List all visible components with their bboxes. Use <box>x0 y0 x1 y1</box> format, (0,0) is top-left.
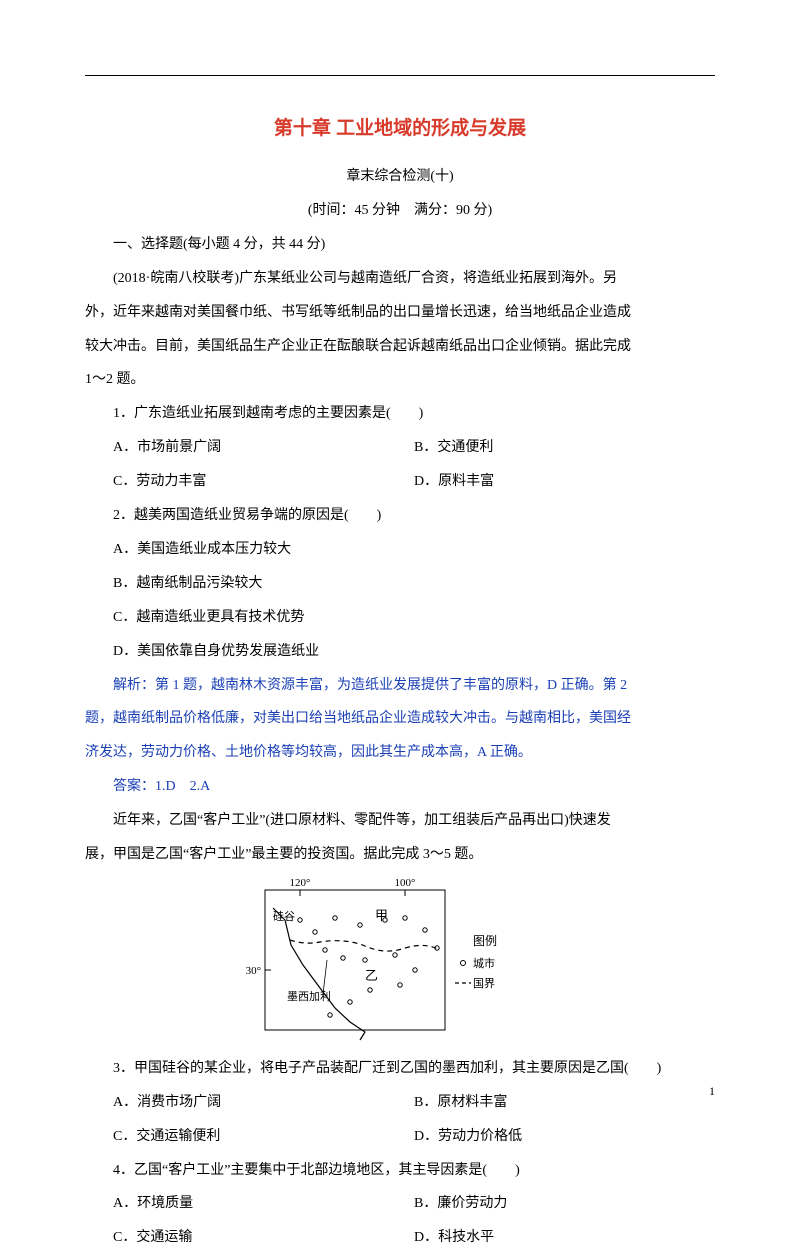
svg-text:城市: 城市 <box>473 956 495 970</box>
q2-opt-d: D．美国依靠自身优势发展造纸业 <box>85 639 715 665</box>
svg-text:100°: 100° <box>395 877 416 889</box>
q1-opt-d: D．原料丰富 <box>414 469 715 495</box>
q4-opt-c: C．交通运输 <box>85 1225 414 1251</box>
exam-meta: (时间：45 分钟 满分：90 分) <box>85 198 715 224</box>
question-4-options-row-1: A．环境质量 B．廉价劳动力 <box>85 1191 715 1217</box>
svg-text:乙: 乙 <box>365 968 378 983</box>
svg-text:30°: 30° <box>246 965 261 977</box>
intro-1-line-2: 外，近年来越南对美国餐巾纸、书写纸等纸制品的出口量增长迅速，给当地纸品企业造成 <box>85 300 715 326</box>
question-3: 3．甲国硅谷的某企业，将电子产品装配厂迁到乙国的墨西加利，其主要原因是乙国( ) <box>85 1056 715 1082</box>
question-1-options-row-1: A．市场前景广阔 B．交通便利 <box>85 435 715 461</box>
page-number: 1 <box>709 1080 715 1102</box>
explanation-line-3: 济发达，劳动力价格、土地价格等均较高，因此其生产成本高，A 正确。 <box>85 740 715 766</box>
chapter-title: 第十章 工业地域的形成与发展 <box>85 111 715 146</box>
top-rule <box>85 75 715 76</box>
question-2: 2．越美两国造纸业贸易争端的原因是( ) <box>85 503 715 529</box>
intro-1-line-4: 1～2 题。 <box>85 367 715 393</box>
q2-opt-b: B．越南纸制品污染较大 <box>85 571 715 597</box>
svg-text:120°: 120° <box>290 877 311 889</box>
answer-1-2: 答案：1.D 2.A <box>85 774 715 800</box>
question-3-options-row-2: C．交通运输便利 D．劳动力价格低 <box>85 1124 715 1150</box>
q4-opt-b: B．廉价劳动力 <box>414 1191 715 1217</box>
map-figure: 120° 100° 30° 硅谷 甲乙墨西加利 图例城市国界 <box>85 876 715 1046</box>
svg-text:硅谷: 硅谷 <box>273 910 295 923</box>
q3-opt-a: A．消费市场广阔 <box>85 1090 414 1116</box>
question-1: 1．广东造纸业拓展到越南考虑的主要因素是( ) <box>85 401 715 427</box>
q3-opt-d: D．劳动力价格低 <box>414 1124 715 1150</box>
svg-text:国界: 国界 <box>473 977 495 990</box>
explanation-line-2: 题，越南纸制品价格低廉，对美出口给当地纸品企业造成较大冲击。与越南相比，美国经 <box>85 706 715 732</box>
svg-text:墨西加利: 墨西加利 <box>287 990 331 1003</box>
q1-opt-c: C．劳动力丰富 <box>85 469 414 495</box>
map-svg: 120° 100° 30° 硅谷 甲乙墨西加利 图例城市国界 <box>245 876 555 1046</box>
question-4-options-row-2: C．交通运输 D．科技水平 <box>85 1225 715 1251</box>
intro-1-line-1: (2018·皖南八校联考)广东某纸业公司与越南造纸厂合资，将造纸业拓展到海外。另 <box>85 266 715 292</box>
q2-opt-a: A．美国造纸业成本压力较大 <box>85 537 715 563</box>
question-1-options-row-2: C．劳动力丰富 D．原料丰富 <box>85 469 715 495</box>
section-heading: 一、选择题(每小题 4 分，共 44 分) <box>85 232 715 258</box>
svg-text:图例: 图例 <box>473 934 497 948</box>
intro-2-line-2: 展，甲国是乙国“客户工业”最主要的投资国。据此完成 3～5 题。 <box>85 842 715 868</box>
intro-1-line-3: 较大冲击。目前，美国纸品生产企业正在酝酿联合起诉越南纸品出口企业倾销。据此完成 <box>85 334 715 360</box>
q4-opt-d: D．科技水平 <box>414 1225 715 1251</box>
q2-opt-c: C．越南造纸业更具有技术优势 <box>85 605 715 631</box>
q3-opt-b: B．原材料丰富 <box>414 1090 715 1116</box>
question-4: 4．乙国“客户工业”主要集中于北部边境地区，其主导因素是( ) <box>85 1158 715 1184</box>
q4-opt-a: A．环境质量 <box>85 1191 414 1217</box>
svg-text:甲: 甲 <box>375 908 388 923</box>
explanation-line-1: 解析：第 1 题，越南林木资源丰富，为造纸业发展提供了丰富的原料，D 正确。第 … <box>85 673 715 699</box>
q1-opt-b: B．交通便利 <box>414 435 715 461</box>
question-3-options-row-1: A．消费市场广阔 B．原材料丰富 <box>85 1090 715 1116</box>
intro-2-line-1: 近年来，乙国“客户工业”(进口原材料、零配件等，加工组装后产品再出口)快速发 <box>85 808 715 834</box>
q3-opt-c: C．交通运输便利 <box>85 1124 414 1150</box>
q1-opt-a: A．市场前景广阔 <box>85 435 414 461</box>
subtitle: 章末综合检测(十) <box>85 164 715 190</box>
